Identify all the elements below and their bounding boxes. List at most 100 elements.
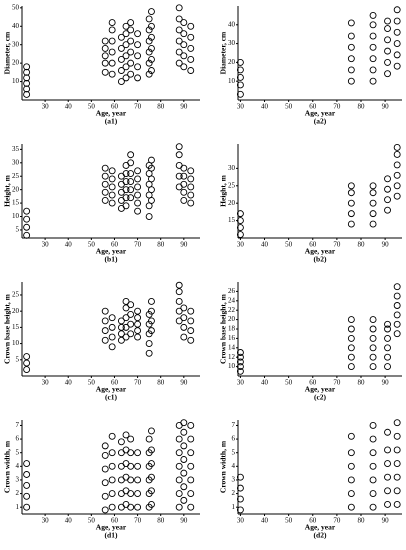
y-tick-label: 4 <box>16 462 20 470</box>
point <box>23 366 31 373</box>
point <box>175 307 183 315</box>
point <box>122 178 130 186</box>
point <box>122 333 130 341</box>
point <box>134 476 142 484</box>
point <box>134 199 142 207</box>
point <box>180 180 188 188</box>
y-tick-label: 14 <box>228 343 236 351</box>
point <box>369 363 377 371</box>
point <box>187 22 195 30</box>
point <box>347 325 355 333</box>
point <box>347 55 355 63</box>
point <box>175 48 183 56</box>
point <box>175 435 183 443</box>
y-tick-label: 7 <box>232 421 236 429</box>
point <box>145 213 153 220</box>
point <box>236 73 244 81</box>
x-tick-label: 70 <box>134 517 142 525</box>
point <box>180 419 188 427</box>
point <box>347 316 355 324</box>
point <box>175 4 183 12</box>
y-tick-label: 20 <box>228 58 236 66</box>
point <box>134 183 142 191</box>
x-tick-label: 90 <box>382 517 390 525</box>
point <box>347 43 355 51</box>
point <box>369 449 377 457</box>
point <box>117 330 125 338</box>
point <box>180 19 188 27</box>
x-tick-label: 80 <box>157 379 165 387</box>
y-tick-label: 30 <box>228 39 236 47</box>
point <box>187 44 195 52</box>
point <box>175 288 183 296</box>
point <box>108 462 116 470</box>
point <box>23 79 31 87</box>
x-axis-label: Age, year <box>305 247 336 256</box>
x-tick-label: 80 <box>157 103 165 111</box>
point <box>127 26 135 34</box>
point <box>236 358 244 366</box>
x-axis-label: Age, year <box>305 109 336 118</box>
y-tick-label: 2 <box>232 489 236 497</box>
point <box>127 70 135 78</box>
point <box>369 199 377 207</box>
x-tick-label: 30 <box>42 241 50 249</box>
x-tick-label: 90 <box>180 103 188 111</box>
point <box>101 52 109 60</box>
point <box>148 487 155 495</box>
point <box>148 460 155 468</box>
point <box>384 17 391 25</box>
point <box>23 63 31 71</box>
point <box>145 37 153 45</box>
point <box>393 432 401 440</box>
point <box>384 185 391 193</box>
point <box>101 59 109 67</box>
point <box>108 37 116 45</box>
point <box>134 175 142 183</box>
y-tick-label: 20 <box>12 59 20 67</box>
point <box>134 63 142 71</box>
point <box>145 59 153 67</box>
point <box>134 327 142 335</box>
x-tick-label: 90 <box>180 517 188 525</box>
point <box>180 483 188 491</box>
point <box>180 52 188 60</box>
point <box>122 30 130 38</box>
y-tick-label: 10 <box>12 212 20 220</box>
point <box>236 81 244 89</box>
point <box>347 210 355 218</box>
point <box>393 51 401 59</box>
y-tick-label: 10 <box>228 77 236 85</box>
point <box>236 363 244 371</box>
point <box>148 175 155 183</box>
point <box>134 52 142 60</box>
point <box>393 473 401 481</box>
point <box>180 30 188 38</box>
x-tick-label: 40 <box>65 103 73 111</box>
y-tick-label: 5 <box>232 448 236 456</box>
point <box>175 297 183 305</box>
point <box>384 25 391 33</box>
point <box>180 304 188 312</box>
point <box>369 435 377 443</box>
y-tick-label: 4 <box>232 462 236 470</box>
point <box>369 66 377 74</box>
y-tick-label: 24 <box>228 296 236 304</box>
point <box>384 36 391 44</box>
point <box>23 74 31 82</box>
y-tick-label: 6 <box>16 435 20 443</box>
y-tick-label: 6 <box>232 435 236 443</box>
point <box>187 421 195 429</box>
point <box>369 421 377 429</box>
point <box>127 170 135 177</box>
point <box>393 302 401 309</box>
point <box>108 167 116 175</box>
point <box>127 19 135 27</box>
point <box>134 167 142 175</box>
point <box>369 490 377 498</box>
y-axis-label: Crown width, m <box>3 440 12 493</box>
point <box>148 307 155 315</box>
point <box>369 316 377 324</box>
point <box>393 311 401 319</box>
x-tick-label: 90 <box>382 379 390 387</box>
